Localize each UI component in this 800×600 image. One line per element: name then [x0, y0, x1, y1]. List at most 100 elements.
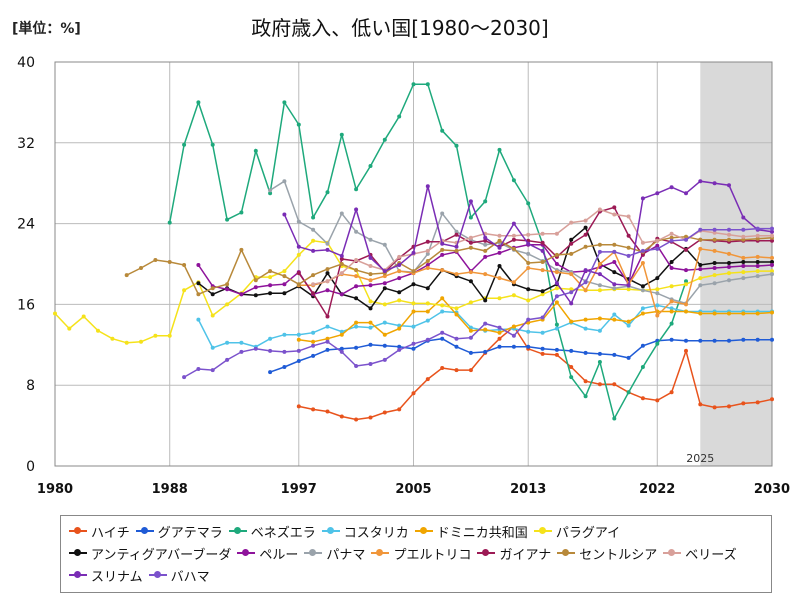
data-point: [626, 319, 631, 324]
data-point: [741, 260, 746, 264]
series-3: [167, 82, 688, 421]
data-point: [368, 320, 373, 325]
legend-label: パラグアイ: [555, 525, 621, 541]
data-point: [727, 278, 731, 283]
data-point: [727, 251, 731, 256]
data-point: [339, 271, 344, 276]
data-point: [755, 274, 760, 279]
data-point: [339, 414, 344, 419]
data-point: [182, 375, 187, 380]
data-point: [640, 311, 645, 316]
data-point: [698, 283, 703, 288]
data-point: [655, 191, 660, 196]
data-point: [268, 283, 273, 288]
data-point: [268, 336, 273, 341]
data-point: [253, 346, 258, 351]
data-point: [325, 279, 330, 284]
data-point: [325, 241, 330, 246]
data-point: [368, 278, 373, 283]
data-point: [483, 248, 488, 253]
data-point: [325, 347, 330, 352]
data-point: [354, 296, 359, 301]
x-tick-label: 2013: [510, 482, 546, 497]
data-point: [640, 306, 645, 311]
data-point: [612, 282, 617, 287]
legend-swatch: [237, 548, 256, 558]
series-1: [296, 324, 774, 422]
data-point: [296, 348, 301, 353]
data-point: [626, 283, 631, 288]
data-point: [597, 272, 602, 277]
data-point: [296, 219, 301, 224]
legend-swatch: [663, 548, 682, 558]
data-point: [712, 237, 717, 242]
data-point: [382, 343, 387, 348]
legend-label: ドミニカ共和国: [436, 525, 528, 541]
data-point: [368, 415, 373, 420]
data-point: [411, 82, 416, 87]
data-point: [612, 352, 617, 357]
legend-item: スリナム: [69, 564, 143, 586]
data-point: [569, 348, 574, 353]
data-point: [727, 237, 731, 242]
data-point: [354, 324, 359, 329]
data-point: [296, 359, 301, 363]
data-point: [468, 279, 473, 284]
data-point: [296, 122, 301, 127]
data-point: [454, 229, 459, 234]
data-point: [741, 227, 746, 232]
data-point: [368, 264, 373, 268]
x-tick-label: 2022: [639, 482, 675, 497]
data-point: [597, 382, 602, 387]
data-point: [597, 328, 602, 333]
legend-swatch: [533, 526, 552, 536]
data-point: [612, 212, 617, 217]
data-point: [382, 286, 387, 291]
data-point: [483, 235, 488, 240]
data-point: [497, 233, 502, 238]
data-point: [96, 328, 100, 333]
data-point: [425, 266, 430, 270]
data-point: [325, 247, 330, 252]
data-point: [397, 114, 402, 119]
x-tick-label: 1980: [37, 482, 73, 497]
data-point: [339, 292, 344, 297]
data-point: [454, 248, 459, 253]
data-point: [368, 283, 373, 288]
data-point: [712, 261, 717, 265]
data-point: [483, 199, 488, 204]
x-tick-label: 1988: [152, 482, 188, 497]
data-point: [569, 301, 574, 306]
data-point: [712, 230, 717, 235]
data-point: [669, 235, 674, 240]
data-point: [684, 247, 688, 252]
data-point: [684, 338, 688, 343]
data-point: [339, 132, 344, 137]
data-point: [210, 292, 215, 297]
data-point: [669, 284, 674, 289]
data-point: [640, 288, 645, 293]
data-point: [511, 280, 516, 285]
data-point: [554, 347, 559, 352]
data-point: [483, 238, 488, 243]
data-point: [440, 303, 445, 308]
data-point: [755, 260, 760, 264]
data-point: [296, 404, 301, 409]
data-point: [311, 273, 316, 278]
data-point: [684, 191, 688, 196]
data-point: [110, 336, 115, 341]
data-point: [311, 238, 316, 243]
data-point: [282, 282, 287, 287]
data-point: [282, 274, 287, 279]
data-point: [770, 233, 774, 238]
data-point: [368, 306, 373, 311]
data-point: [354, 268, 359, 273]
data-point: [311, 339, 316, 344]
data-point: [339, 329, 344, 334]
data-point: [468, 328, 473, 333]
data-point: [569, 319, 574, 324]
data-point: [225, 302, 230, 307]
data-point: [397, 290, 402, 295]
data-point: [698, 267, 703, 272]
data-point: [669, 306, 674, 311]
